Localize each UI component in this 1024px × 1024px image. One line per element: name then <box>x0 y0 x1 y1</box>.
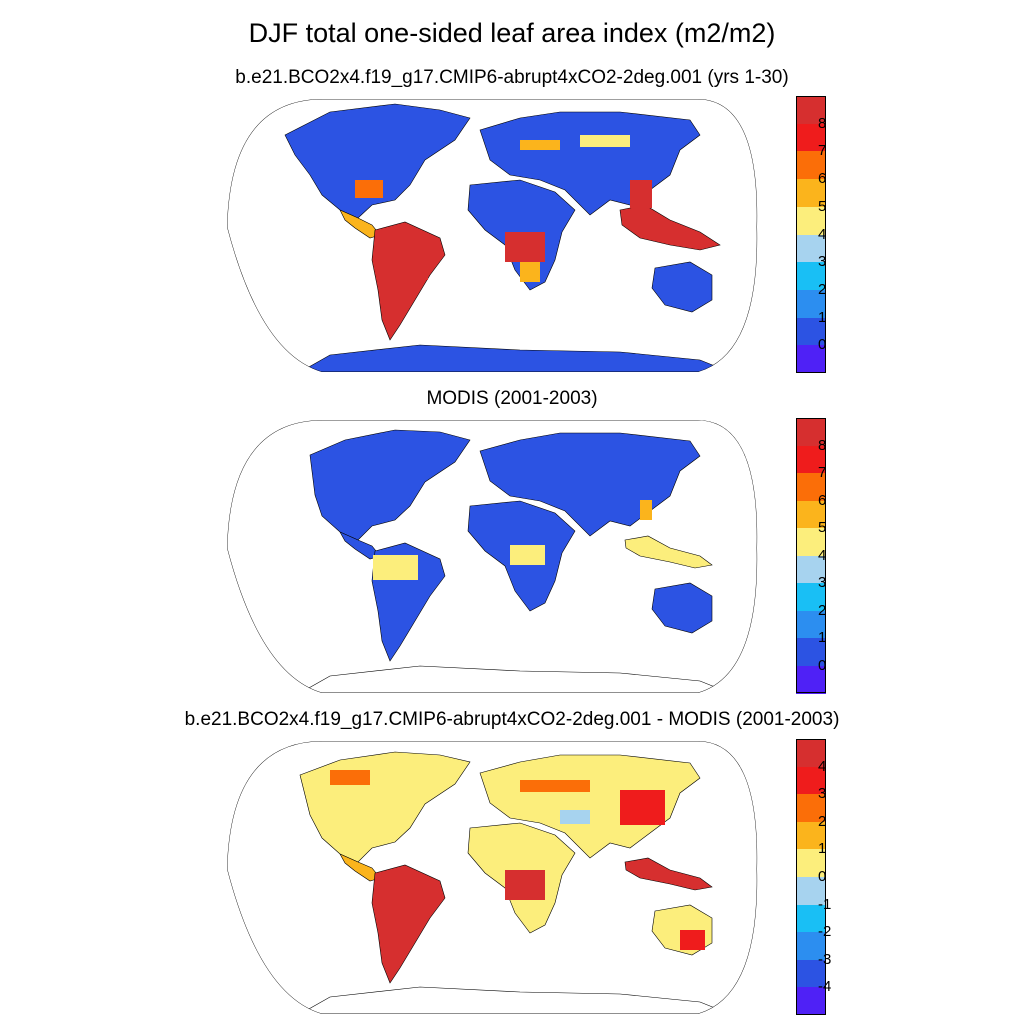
colorbar-swatch <box>796 500 826 529</box>
colorbar-tick-label: 1 <box>818 629 827 646</box>
colorbar-tick-label: 6 <box>818 170 827 188</box>
colorbar-swatch <box>796 528 826 556</box>
continent-maritime-asia <box>619 204 721 251</box>
colorbar-swatch <box>796 665 826 694</box>
colorbar-tick-label: 8 <box>818 114 827 132</box>
colorbar-tick-label: 4 <box>818 225 827 243</box>
colorbar-tick-label: -2 <box>818 923 832 941</box>
colorbar-model: 8 7 6 5 4 3 2 1 0 <box>796 96 827 374</box>
colorbar-swatch <box>796 317 826 346</box>
colorbar-diff: 4 3 2 1 0 -1 -2 -3 -4 <box>796 739 831 1016</box>
colorbar-tick-label: -3 <box>818 950 832 968</box>
map-panel-obs <box>227 420 758 693</box>
colorbar-swatch <box>796 849 826 878</box>
colorbar-swatch <box>796 583 826 611</box>
colorbar-tick-label: 2 <box>818 601 827 619</box>
colorbar-tick-label: 7 <box>818 142 827 160</box>
colorbar-swatch <box>796 739 826 768</box>
colorbar-tick-label: 8 <box>818 436 827 454</box>
panel-2-subtitle: MODIS (2001-2003) <box>426 388 598 409</box>
colorbar-swatch <box>796 123 826 152</box>
colorbar-swatch <box>796 766 826 795</box>
colorbar-frame <box>796 418 826 693</box>
colorbar-obs: 8 7 6 5 4 3 2 1 0 <box>796 418 827 694</box>
colorbar-swatch <box>796 987 826 1016</box>
colorbar-swatch <box>796 610 826 639</box>
colorbar-swatch <box>796 932 826 961</box>
colorbar-tick-label: 4 <box>818 546 827 564</box>
colorbar-tick-label: 1 <box>818 840 827 858</box>
obs-hotspots <box>373 500 652 580</box>
colorbar-swatch <box>796 445 826 474</box>
diff-hotspots <box>330 770 705 950</box>
continent-australia <box>651 261 713 313</box>
colorbar-tick-label: 2 <box>818 812 827 830</box>
colorbar-tick-label: 2 <box>818 280 827 298</box>
colorbar-swatch <box>796 345 826 374</box>
colorbar-tick-label: 5 <box>818 197 827 215</box>
colorbar-swatch <box>796 262 826 291</box>
colorbar-tick-label: 1 <box>818 308 827 326</box>
colorbar-tick-label: 6 <box>818 491 827 509</box>
colorbar-tick-label: 5 <box>818 519 827 536</box>
continent-maritime-asia <box>624 857 713 891</box>
continent-australia <box>651 582 713 634</box>
colorbar-swatch <box>796 179 826 208</box>
colorbar-tick-label: 3 <box>818 253 827 271</box>
colorbar-swatch <box>796 555 826 584</box>
colorbar-swatch <box>796 904 826 933</box>
colorbar-tick-label: 0 <box>818 656 827 674</box>
colorbar-tick-label: 7 <box>818 464 827 481</box>
colorbar-swatch <box>796 638 826 666</box>
colorbar-swatch <box>796 794 826 823</box>
land-layer <box>298 751 731 1014</box>
panel-3-subtitle: b.e21.BCO2x4.f19_g17.CMIP6-abrupt4xCO2-2… <box>184 709 840 730</box>
panel-1-subtitle: b.e21.BCO2x4.f19_g17.CMIP6-abrupt4xCO2-2… <box>235 67 789 88</box>
map-panel-model <box>227 99 758 372</box>
colorbar-swatch <box>796 234 826 263</box>
continent-north-america <box>309 429 471 541</box>
colorbar-tick-label: 3 <box>818 785 827 803</box>
figure-title: DJF total one-sided leaf area index (m2/… <box>248 18 776 48</box>
colorbar-swatch <box>796 151 826 180</box>
colorbar-swatch <box>796 418 826 446</box>
continent-maritime-asia <box>624 535 713 569</box>
model-hotspots <box>355 135 652 282</box>
colorbar-swatch <box>796 289 826 319</box>
colorbar-tick-label: 3 <box>818 574 827 591</box>
colorbar-frame <box>796 739 826 1015</box>
colorbar-swatch <box>796 821 826 850</box>
colorbar-tick-label: 0 <box>818 336 827 354</box>
colorbar-tick-label: -1 <box>818 895 832 913</box>
colorbar-tick-label: 4 <box>818 757 827 775</box>
colorbar-swatch <box>796 959 826 988</box>
colorbar-swatch <box>796 206 826 235</box>
colorbar-tick-label: 0 <box>818 868 827 885</box>
colorbar-swatch <box>796 96 826 125</box>
colorbar-swatch <box>796 473 826 501</box>
map-panel-diff <box>227 741 758 1014</box>
colorbar-tick-label: -4 <box>818 978 832 996</box>
colorbar-swatch <box>796 877 826 906</box>
continent-north-america <box>284 103 471 219</box>
colorbar-frame <box>796 96 826 373</box>
